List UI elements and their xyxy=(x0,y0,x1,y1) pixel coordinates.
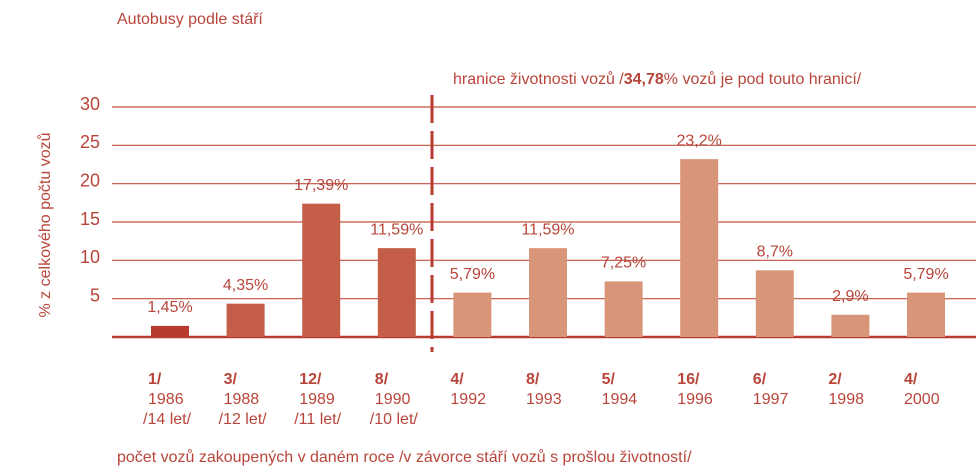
value-label: 11,59% xyxy=(370,221,423,238)
bar xyxy=(680,159,719,337)
value-label: 4,35% xyxy=(223,277,268,294)
bar xyxy=(377,248,416,337)
bar xyxy=(151,325,189,337)
x-tick-label: 1989 xyxy=(299,391,335,408)
purchase-count: 8/ xyxy=(526,371,540,388)
value-label: 5,79% xyxy=(903,266,948,283)
purchase-count: 16/ xyxy=(677,371,700,388)
value-label: 17,39% xyxy=(294,177,348,194)
value-label: 5,79% xyxy=(450,266,495,283)
x-tick-label: 2000 xyxy=(904,391,940,408)
x-tick-label: 1993 xyxy=(526,391,562,408)
y-tick-label: 20 xyxy=(80,170,100,190)
purchase-count: 12/ xyxy=(299,371,322,388)
annotation-text: % vozů je pod touto hranicí/ xyxy=(664,70,862,88)
age-label: /12 let/ xyxy=(219,411,268,428)
purchase-count: 3/ xyxy=(224,371,238,388)
value-label: 11,59% xyxy=(521,221,574,238)
y-tick-label: 10 xyxy=(80,247,100,267)
value-label: 23,2% xyxy=(677,132,722,149)
bar xyxy=(302,203,341,337)
purchase-count: 8/ xyxy=(375,371,389,388)
purchase-count: 2/ xyxy=(828,371,842,388)
chart-title: Autobusy podle stáří xyxy=(117,11,263,28)
age-label: /11 let/ xyxy=(294,411,341,428)
bar xyxy=(604,281,643,337)
y-tick-label: 25 xyxy=(80,132,100,152)
age-label: /10 let/ xyxy=(370,411,419,428)
bar xyxy=(755,270,794,337)
y-tick-label: 5 xyxy=(90,285,100,305)
purchase-count: 1/ xyxy=(148,371,162,388)
x-tick-label: 1996 xyxy=(677,391,713,408)
purchase-count: 6/ xyxy=(753,371,767,388)
bar xyxy=(453,292,492,337)
plot: 5 10 15 20 25 30 1,45% 1/1986/14 let/4,35% 3/198… xyxy=(80,94,976,428)
value-label: 7,25% xyxy=(601,255,646,272)
bar xyxy=(907,292,945,337)
annotation-text: hranice životnosti vozů / xyxy=(453,70,624,88)
purchase-count: 4/ xyxy=(450,371,464,388)
x-tick-label: 1998 xyxy=(828,391,864,408)
x-tick-label: 1997 xyxy=(753,391,789,408)
age-label: /14 let/ xyxy=(143,411,192,428)
x-axis-label: počet vozů zakoupených v daném roce /v z… xyxy=(117,448,692,466)
annotation: hranice životnosti vozů /34,78% vozů je … xyxy=(453,70,862,88)
x-tick-label: 1994 xyxy=(602,391,638,408)
x-tick-label: 1988 xyxy=(224,391,260,408)
x-tick-label: 1990 xyxy=(375,391,411,408)
x-tick-label: 1986 xyxy=(148,391,184,408)
value-label: 1,45% xyxy=(147,299,192,316)
purchase-count: 4/ xyxy=(904,371,918,388)
y-tick-label: 30 xyxy=(80,94,100,114)
purchase-count: 5/ xyxy=(602,371,616,388)
bar xyxy=(529,248,567,337)
y-tick-label: 15 xyxy=(80,209,100,229)
value-label: 2,9% xyxy=(832,288,868,305)
y-axis-label: % z celkového počtu vozů xyxy=(36,133,54,318)
annotation-value: 34,78 xyxy=(624,71,664,88)
bar xyxy=(831,314,870,337)
bar xyxy=(226,303,265,337)
x-tick-label: 1992 xyxy=(450,391,486,408)
value-label: 8,7% xyxy=(757,244,793,261)
